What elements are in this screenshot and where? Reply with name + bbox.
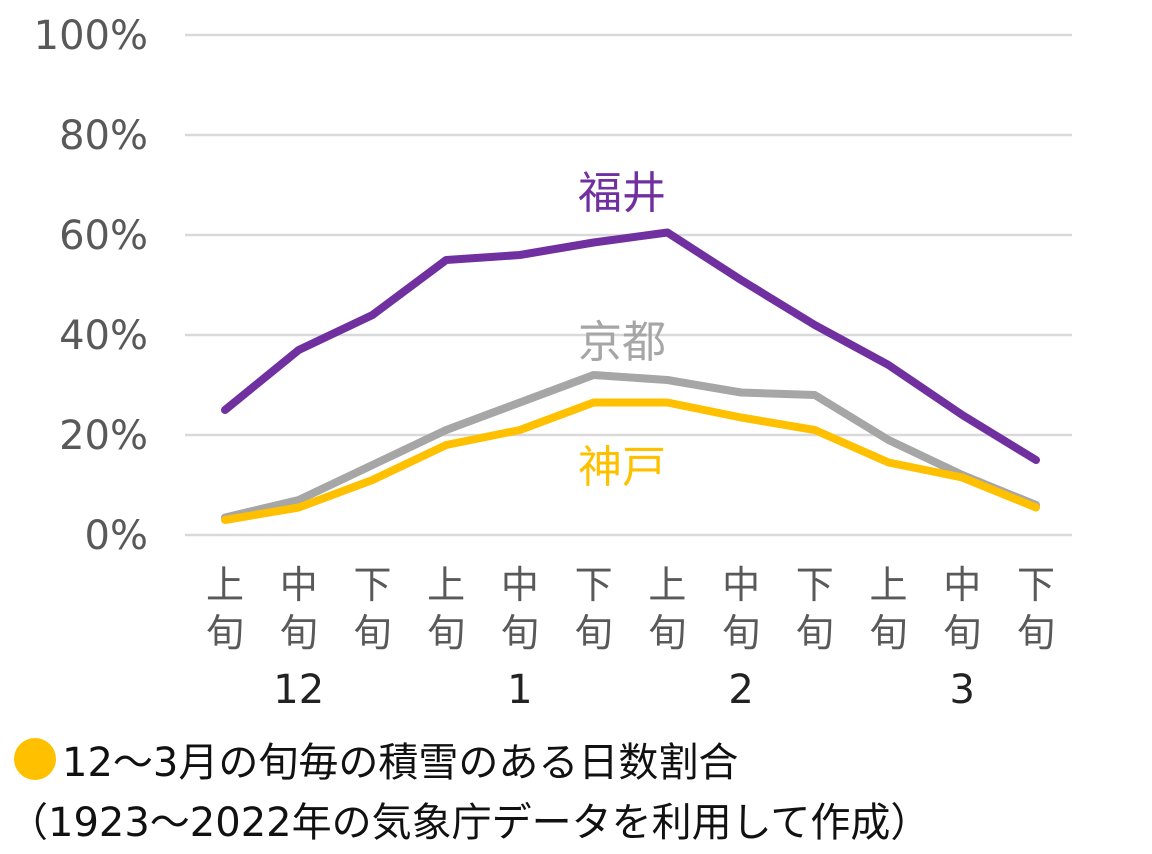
series-line: [221, 371, 1040, 522]
x-category-label: 上: [648, 563, 686, 607]
x-category-label: 旬: [943, 611, 981, 655]
x-category-label: 旬: [501, 611, 539, 655]
x-category-label: 下: [575, 563, 613, 607]
y-tick-label: 40%: [59, 313, 148, 359]
x-month-label: 1: [507, 667, 532, 713]
x-category-label: 上: [206, 563, 244, 607]
x-category-label: 上: [870, 563, 908, 607]
y-tick-label: 20%: [59, 413, 148, 459]
x-category-label: 中: [722, 563, 760, 607]
series-label: 神戸: [578, 442, 666, 493]
x-category-label: 旬: [870, 611, 908, 655]
y-axis-ticks: 0% 20% 40% 60% 80% 100%: [34, 13, 148, 559]
caption-line-2: （1923～2022年の気象庁データを利用して作成）: [8, 790, 930, 848]
series-line: [221, 398, 1040, 524]
x-axis-months: 12 1 2 3: [273, 667, 975, 713]
series-lines: [221, 228, 1040, 524]
x-category-label: 旬: [796, 611, 834, 655]
x-category-label: 上: [427, 563, 465, 607]
x-category-label: 下: [353, 563, 391, 607]
x-category-label: 旬: [722, 611, 760, 655]
series-line: [221, 228, 1040, 464]
x-month-label: 2: [728, 667, 753, 713]
caption-text-2: （1923～2022年の気象庁データを利用して作成）: [8, 800, 931, 846]
y-tick-label: 80%: [59, 113, 148, 159]
x-category-label: 旬: [575, 611, 613, 655]
legend-dot-icon: [14, 738, 56, 780]
x-category-label: 旬: [427, 611, 465, 655]
series-label: 京都: [578, 317, 666, 368]
x-month-label: 12: [273, 667, 324, 713]
x-category-label: 旬: [648, 611, 686, 655]
y-tick-label: 100%: [34, 13, 148, 59]
x-category-label: 旬: [1017, 611, 1055, 655]
x-category-label: 旬: [353, 611, 391, 655]
x-category-label: 下: [796, 563, 834, 607]
y-tick-label: 60%: [59, 213, 148, 259]
x-month-label: 3: [950, 667, 975, 713]
x-category-label: 下: [1017, 563, 1055, 607]
y-tick-label: 0%: [85, 513, 148, 559]
caption-line-1: 12～3月の旬毎の積雪のある日数割合: [14, 730, 738, 788]
x-category-label: 中: [280, 563, 318, 607]
caption-text-1: 12～3月の旬毎の積雪のある日数割合: [62, 740, 739, 786]
series-label: 福井: [578, 168, 666, 219]
x-category-label: 中: [943, 563, 981, 607]
x-category-label: 旬: [280, 611, 318, 655]
x-category-label: 旬: [206, 611, 244, 655]
x-category-label: 中: [501, 563, 539, 607]
